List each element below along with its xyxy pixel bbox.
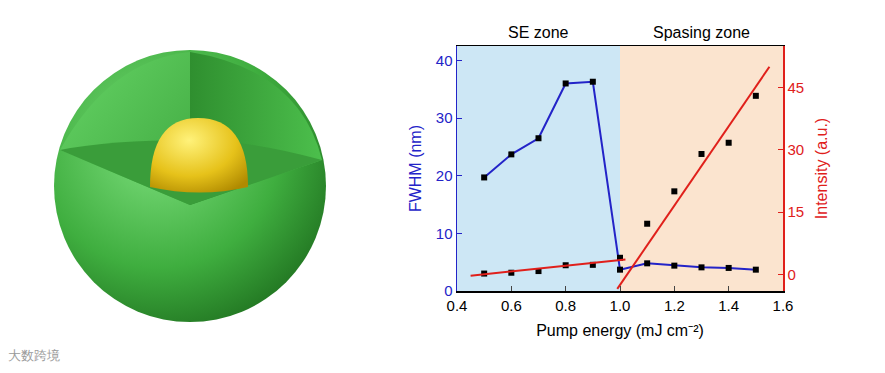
svg-text:0.6: 0.6	[501, 297, 522, 314]
svg-text:FWHM (nm): FWHM (nm)	[407, 125, 424, 212]
svg-text:1.4: 1.4	[718, 297, 739, 314]
svg-text:0.8: 0.8	[555, 297, 576, 314]
svg-text:30: 30	[436, 109, 453, 126]
svg-text:0: 0	[444, 282, 452, 299]
svg-text:30: 30	[788, 141, 805, 158]
svg-text:0: 0	[788, 266, 796, 283]
svg-text:Intensity (a.u.): Intensity (a.u.)	[813, 118, 830, 219]
svg-text:10: 10	[436, 225, 453, 242]
svg-text:Pump energy (mJ cm⁻²): Pump energy (mJ cm⁻²)	[536, 322, 704, 339]
svg-text:Spasing zone: Spasing zone	[653, 24, 750, 41]
svg-text:20: 20	[436, 167, 453, 184]
svg-text:SE zone: SE zone	[508, 24, 569, 41]
svg-text:1.0: 1.0	[610, 297, 631, 314]
svg-text:1.6: 1.6	[773, 297, 794, 314]
html-text:大数跨境: 大数跨境	[8, 348, 60, 363]
svg-text:1.2: 1.2	[664, 297, 685, 314]
svg-text:45: 45	[788, 79, 805, 96]
svg-text:0.4: 0.4	[447, 297, 468, 314]
svg-text:40: 40	[436, 52, 453, 69]
svg-text:15: 15	[788, 203, 805, 220]
